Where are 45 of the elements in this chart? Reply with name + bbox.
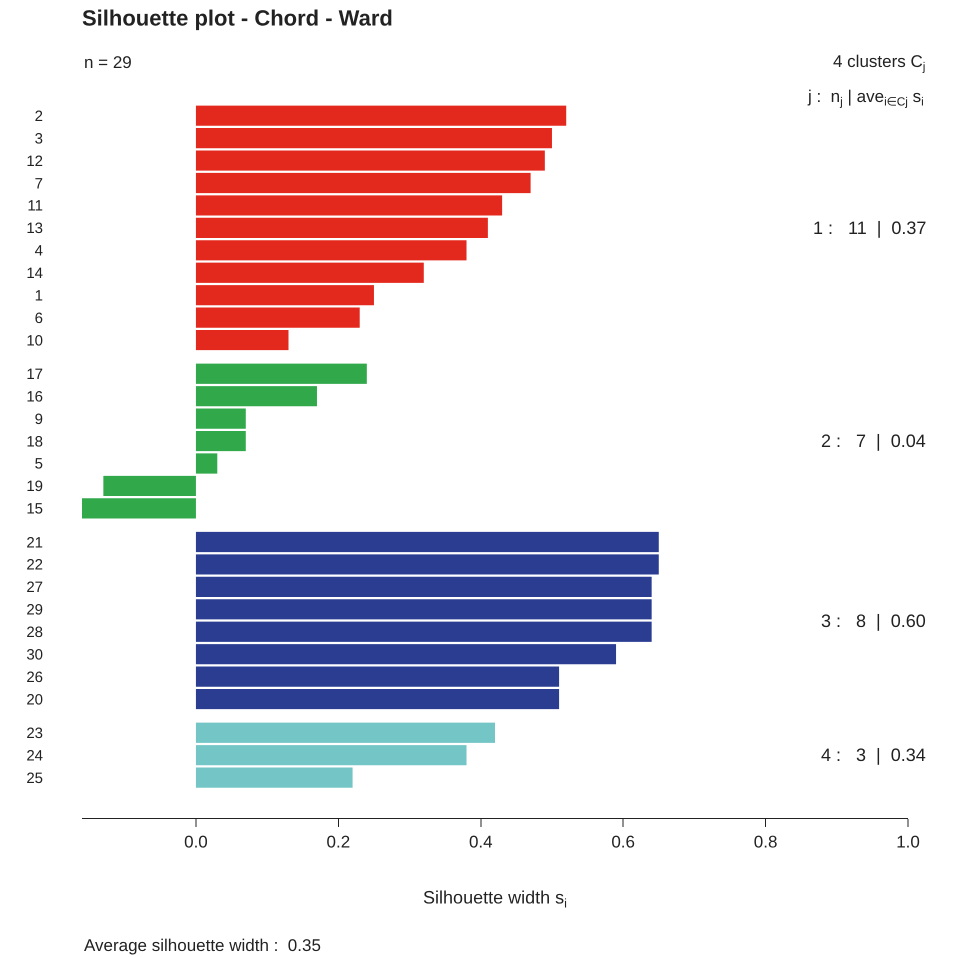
x-tick-label: 0.8 <box>754 832 778 852</box>
y-tick-label: 11 <box>27 198 43 215</box>
y-tick-label: 25 <box>26 770 43 787</box>
annotation: 3 : 8 | 0.60 <box>821 611 926 631</box>
y-tick-label: 13 <box>26 220 43 238</box>
y-tick-label: 28 <box>26 624 43 642</box>
y-tick-label: 20 <box>26 691 43 708</box>
y-tick-label: 17 <box>26 366 43 383</box>
y-tick-label: 4 <box>34 242 43 260</box>
y-tick-label: 14 <box>26 265 43 282</box>
y-tick-label: 12 <box>26 152 43 170</box>
y-tick-label: 18 <box>26 433 43 450</box>
text: n = 29 <box>84 53 132 72</box>
y-tick-label: 22 <box>26 556 43 574</box>
y-tick-label: 23 <box>26 724 43 742</box>
x-tick-label: 0.4 <box>468 832 493 852</box>
y-tick-label: 16 <box>26 388 43 406</box>
y-tick-label: 7 <box>34 175 43 192</box>
y-tick-label: 3 <box>34 130 43 148</box>
y-tick-label: 2 <box>34 108 43 125</box>
y-tick-label: 19 <box>26 478 43 496</box>
y-tick-label: 10 <box>26 332 43 350</box>
y-tick-label: 24 <box>26 747 43 764</box>
y-tick-label: 21 <box>26 534 43 552</box>
y-tick-label: 26 <box>26 668 43 686</box>
y-tick-label: 29 <box>26 602 43 619</box>
annotation: j : n$_{j}$ | ave$_{i∈Cj}$ s$_{i}$ <box>807 87 924 109</box>
x-tick-label: 0.0 <box>184 832 208 852</box>
y-tick-label: 30 <box>26 646 43 664</box>
y-tick-label: 5 <box>34 456 43 473</box>
annotation: 2 : 7 | 0.04 <box>821 431 926 451</box>
y-tick-label: 27 <box>26 579 43 596</box>
annotation: 4 : 3 | 0.34 <box>821 745 926 765</box>
text: Average silhouette width : 0.35 <box>84 936 321 955</box>
x-tick-label: 1.0 <box>896 832 920 852</box>
y-tick-label: 15 <box>26 500 43 518</box>
x-tick-label: 0.2 <box>326 832 350 852</box>
y-tick-label: 1 <box>34 287 43 304</box>
y-tick-label: 9 <box>34 410 43 428</box>
y-tick-label: 6 <box>34 310 43 327</box>
annotation: 1 : 11 | 0.37 <box>813 218 926 238</box>
x-axis-title: Silhouette width s$_{i}$ <box>423 888 567 910</box>
text: 4 clusters C$_{j}$ <box>833 52 926 74</box>
x-tick-label: 0.6 <box>611 832 635 852</box>
chart-title: Silhouette plot - Chord - Ward <box>82 6 393 31</box>
